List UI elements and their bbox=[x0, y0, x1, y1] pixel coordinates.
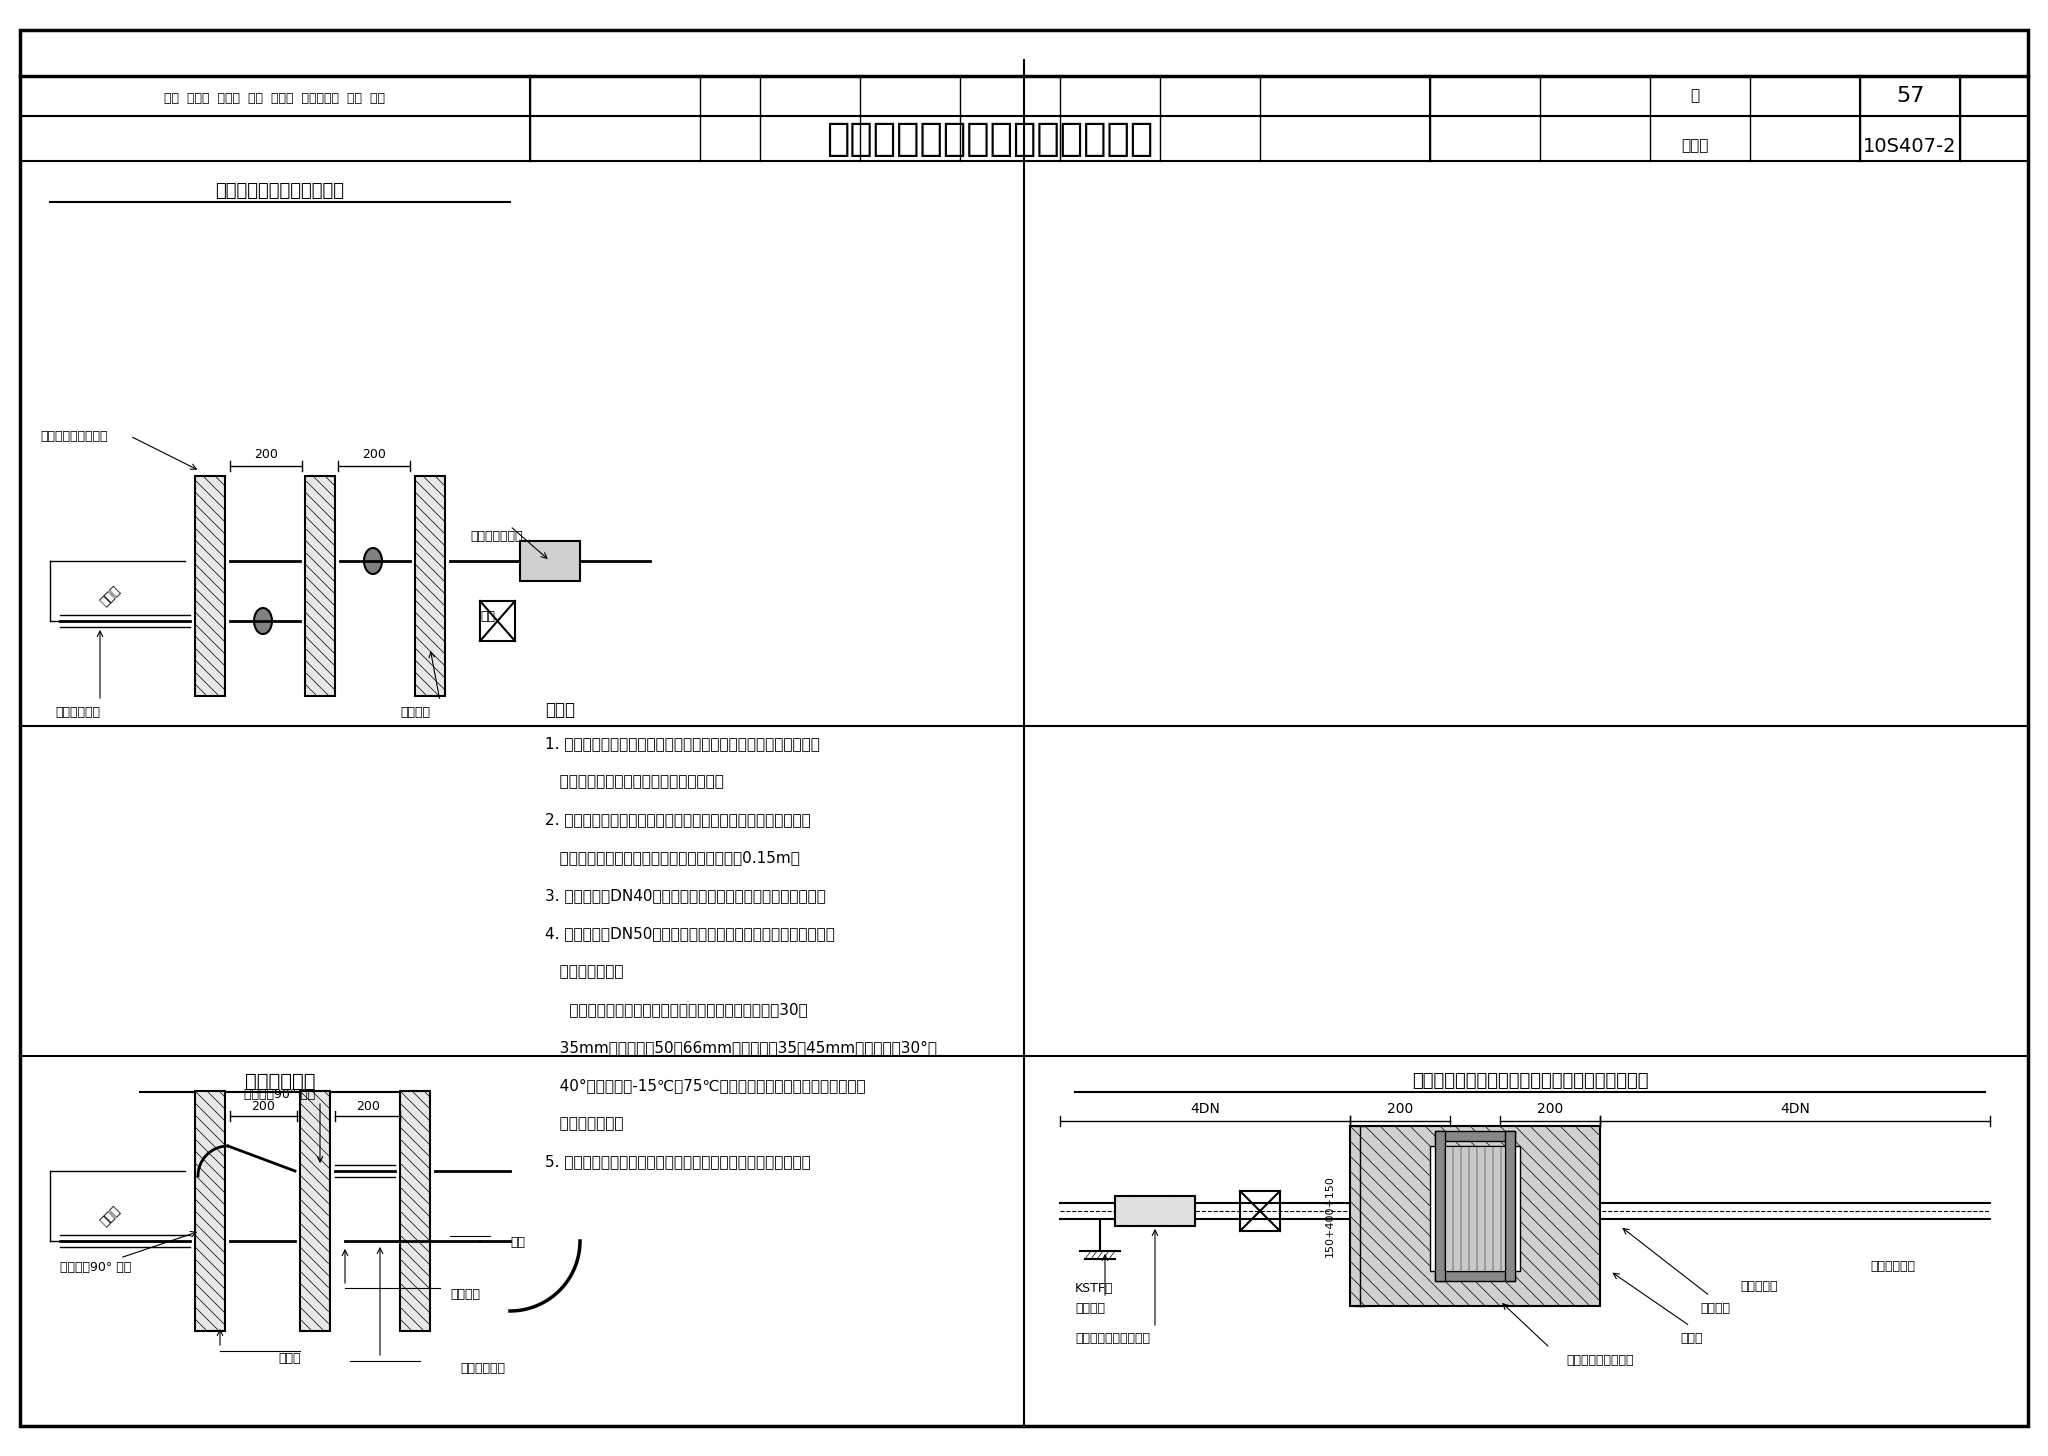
Text: 200: 200 bbox=[252, 1099, 274, 1112]
Text: 1. 管道穿越伸缩缝、沉降缝和抗震缝的位置，尽可能设置在屋面。: 1. 管道穿越伸缩缝、沉降缝和抗震缝的位置，尽可能设置在屋面。 bbox=[545, 735, 819, 751]
Text: 57: 57 bbox=[1896, 86, 1925, 106]
Text: 双内螺纹90° 弯头: 双内螺纹90° 弯头 bbox=[59, 1261, 131, 1274]
Ellipse shape bbox=[205, 609, 221, 633]
Text: 双球体可曲挠橡胶接头两侧为法兰连接，其轴向伸长30～: 双球体可曲挠橡胶接头两侧为法兰连接，其轴向伸长30～ bbox=[545, 1002, 807, 1016]
Text: 活动支架: 活动支架 bbox=[399, 706, 430, 719]
Text: 阀阀或蝶阀: 阀阀或蝶阀 bbox=[1741, 1280, 1778, 1293]
Bar bbox=[1239, 1191, 1280, 1230]
Text: 200: 200 bbox=[356, 1099, 381, 1112]
Text: 曲挠橡胶接头。: 曲挠橡胶接头。 bbox=[545, 1115, 623, 1131]
Bar bbox=[1446, 1146, 1505, 1271]
Text: 薄壁不锈钢管: 薄壁不锈钢管 bbox=[55, 706, 100, 719]
Bar bbox=[1505, 1131, 1516, 1281]
Text: 沉降缝: 沉降缝 bbox=[279, 1351, 301, 1364]
Text: 蝶阀: 蝶阀 bbox=[479, 610, 496, 623]
Bar bbox=[195, 1091, 225, 1331]
Bar bbox=[1436, 1131, 1516, 1142]
Text: KSTF型: KSTF型 bbox=[1075, 1281, 1114, 1294]
Bar bbox=[1430, 1146, 1520, 1271]
Text: 审核  吴祯东  吴祯东  校对  归淡纯  归淡纯设计  设计  李鹰: 审核 吴祯东 吴祯东 校对 归淡纯 归淡纯设计 设计 李鹰 bbox=[164, 92, 385, 105]
Text: 伸缩、沉降、抗震缝: 伸缩、沉降、抗震缝 bbox=[1567, 1354, 1634, 1367]
Bar bbox=[520, 542, 580, 581]
Text: 图集号: 图集号 bbox=[1681, 138, 1708, 153]
Text: 4DN: 4DN bbox=[1780, 1102, 1810, 1115]
Text: 4. 公称尺寸在DN50以上，采用柔性管件连接折弯，靠径向位移及: 4. 公称尺寸在DN50以上，采用柔性管件连接折弯，靠径向位移及 bbox=[545, 926, 836, 941]
Text: 双内螺纹90° 弯头: 双内螺纹90° 弯头 bbox=[244, 1088, 315, 1101]
Text: 设计定: 设计定 bbox=[98, 1204, 123, 1229]
Text: 管道穿伸缩、沉降和抗震缝措施: 管道穿伸缩、沉降和抗震缝措施 bbox=[827, 119, 1153, 159]
Bar bbox=[1350, 1125, 1599, 1306]
Text: 35mm，轴向压缩50～66mm，径向位移35～45mm，角向位移30°～: 35mm，轴向压缩50～66mm，径向位移35～45mm，角向位移30°～ bbox=[545, 1040, 938, 1056]
Text: 螺纹连接折弯: 螺纹连接折弯 bbox=[246, 1072, 315, 1091]
Bar bbox=[1436, 1271, 1516, 1281]
Text: 4DN: 4DN bbox=[1190, 1102, 1221, 1115]
Bar bbox=[1436, 1131, 1446, 1281]
Bar bbox=[1114, 1195, 1194, 1226]
Text: 设计定: 设计定 bbox=[98, 584, 123, 609]
Bar bbox=[195, 476, 225, 696]
Text: 200: 200 bbox=[1386, 1102, 1413, 1115]
Text: 200: 200 bbox=[362, 447, 385, 460]
Text: 2. 管道穿越伸缩缝、沉降缝和抗震缝处，应预留洞口，且管道上: 2. 管道穿越伸缩缝、沉降缝和抗震缝处，应预留洞口，且管道上 bbox=[545, 812, 811, 827]
Ellipse shape bbox=[254, 609, 272, 633]
Text: 3. 公称尺寸在DN40以下，采用螺纹式连接折弯，靠旋转补偿。: 3. 公称尺寸在DN40以下，采用螺纹式连接折弯，靠旋转补偿。 bbox=[545, 888, 825, 903]
Text: 角向位移补偿。: 角向位移补偿。 bbox=[545, 964, 623, 978]
Text: 连接管件、活动支架、柔性填料洞的基本尺寸要求: 连接管件、活动支架、柔性填料洞的基本尺寸要求 bbox=[1411, 1072, 1649, 1091]
Text: 活动支架: 活动支架 bbox=[451, 1287, 479, 1300]
Bar bbox=[416, 476, 444, 696]
Text: 活动支架: 活动支架 bbox=[1075, 1302, 1106, 1315]
Text: 部净空不得小于建筑物的沉降量，一般不小于0.15m。: 部净空不得小于建筑物的沉降量，一般不小于0.15m。 bbox=[545, 850, 801, 865]
Text: 说明：: 说明： bbox=[545, 700, 575, 719]
Ellipse shape bbox=[365, 547, 383, 574]
Text: 页: 页 bbox=[1690, 89, 1700, 103]
Bar bbox=[399, 1091, 430, 1331]
Ellipse shape bbox=[313, 547, 332, 574]
Bar bbox=[299, 1091, 330, 1331]
Text: 200: 200 bbox=[1536, 1102, 1563, 1115]
Text: 40°，适用水温-15℃～75℃。也可用不锈钢波纹管替代双球体可: 40°，适用水温-15℃～75℃。也可用不锈钢波纹管替代双球体可 bbox=[545, 1077, 866, 1093]
Text: 5. 管道穿缝的进水端宜加阀控制，供事故时切断水流后维修用。: 5. 管道穿缝的进水端宜加阀控制，供事故时切断水流后维修用。 bbox=[545, 1155, 811, 1169]
Text: 薄壁不锈钢管: 薄壁不锈钢管 bbox=[461, 1361, 506, 1374]
Text: 伸缩、沉降、抗震缝: 伸缩、沉降、抗震缝 bbox=[41, 430, 106, 443]
Text: 柔性填料: 柔性填料 bbox=[1700, 1302, 1731, 1315]
Text: 钢套管: 钢套管 bbox=[1679, 1331, 1702, 1344]
Text: 薄壁不锈钢管: 薄壁不锈钢管 bbox=[1870, 1259, 1915, 1273]
Text: 200: 200 bbox=[254, 447, 279, 460]
Text: 150+400+150: 150+400+150 bbox=[1325, 1175, 1335, 1257]
Text: 蝶阀: 蝶阀 bbox=[510, 1236, 524, 1248]
Text: 双球体可曲挠橡胶接头: 双球体可曲挠橡胶接头 bbox=[1075, 1331, 1151, 1344]
Text: 可曲挠橡胶接头: 可曲挠橡胶接头 bbox=[469, 530, 522, 543]
Text: 双球体可曲挠橡胶接头折弯: 双球体可曲挠橡胶接头折弯 bbox=[215, 182, 344, 199]
Text: 10S407-2: 10S407-2 bbox=[1864, 137, 1956, 156]
Text: 如布置在楼层内，应有可靠的排水措施。: 如布置在楼层内，应有可靠的排水措施。 bbox=[545, 775, 723, 789]
Bar bbox=[305, 476, 336, 696]
Bar bbox=[479, 601, 514, 641]
